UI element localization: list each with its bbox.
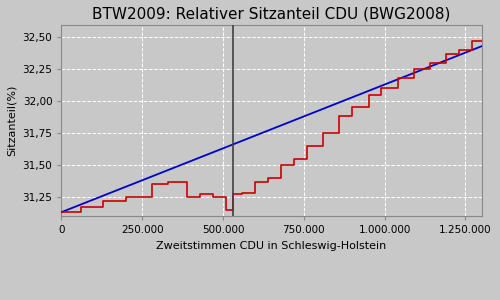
Title: BTW2009: Relativer Sitzanteil CDU (BWG2008): BTW2009: Relativer Sitzanteil CDU (BWG20… (92, 7, 450, 22)
Y-axis label: Sitzanteil(%): Sitzanteil(%) (7, 85, 17, 156)
X-axis label: Zweitstimmen CDU in Schleswig-Holstein: Zweitstimmen CDU in Schleswig-Holstein (156, 241, 386, 250)
